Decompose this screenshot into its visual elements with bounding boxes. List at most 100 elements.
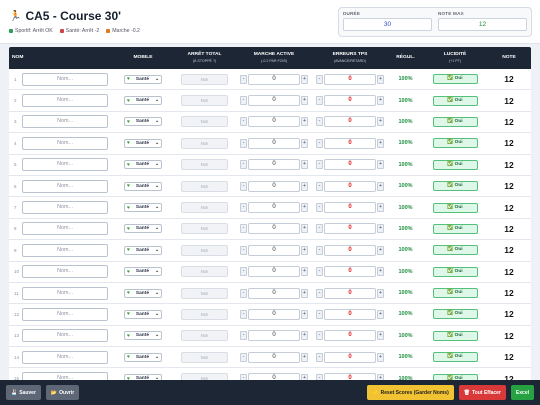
lucidite-toggle[interactable]: ✅ Oui — [432, 202, 478, 213]
erreurs-minus-button[interactable]: - — [316, 331, 323, 341]
erreurs-value[interactable]: 0 — [324, 202, 376, 214]
marche-minus-button[interactable]: - — [240, 267, 247, 277]
erreurs-plus-button[interactable]: + — [377, 203, 384, 213]
marche-value[interactable]: 0 — [248, 287, 300, 299]
marche-minus-button[interactable]: - — [240, 331, 247, 341]
marche-minus-button[interactable]: - — [240, 96, 247, 106]
arret-toggle[interactable]: Non — [181, 95, 228, 107]
marche-plus-button[interactable]: + — [301, 288, 308, 298]
erreurs-value[interactable]: 0 — [324, 266, 376, 278]
arret-toggle[interactable]: Non — [181, 180, 228, 192]
name-input[interactable]: Nom... — [22, 115, 108, 129]
lucidite-toggle[interactable]: ✅ Oui — [432, 159, 478, 170]
marche-plus-button[interactable]: + — [301, 203, 308, 213]
marche-plus-button[interactable]: + — [301, 181, 308, 191]
erreurs-minus-button[interactable]: - — [316, 224, 323, 234]
lucidite-toggle[interactable]: ✅ Oui — [432, 245, 478, 256]
open-button[interactable]: 📂 Ouvrir — [45, 385, 80, 400]
mobile-select[interactable]: ♥ Santé ⌄ — [124, 288, 162, 298]
excel-button[interactable]: Excel — [510, 385, 534, 400]
erreurs-plus-button[interactable]: + — [377, 160, 384, 170]
marche-minus-button[interactable]: - — [240, 160, 247, 170]
erreurs-plus-button[interactable]: + — [377, 331, 384, 341]
marche-minus-button[interactable]: - — [240, 288, 247, 298]
erreurs-plus-button[interactable]: + — [377, 288, 384, 298]
marche-plus-button[interactable]: + — [301, 117, 308, 127]
erreurs-value[interactable]: 0 — [324, 159, 376, 171]
name-input[interactable]: Nom... — [22, 243, 108, 257]
erreurs-plus-button[interactable]: + — [377, 352, 384, 362]
marche-value[interactable]: 0 — [248, 351, 300, 363]
arret-toggle[interactable]: Non — [181, 244, 228, 256]
save-button[interactable]: 💾 Sauver — [6, 385, 41, 400]
mobile-select[interactable]: ♥ Santé ⌄ — [124, 331, 162, 341]
marche-minus-button[interactable]: - — [240, 117, 247, 127]
erreurs-value[interactable]: 0 — [324, 330, 376, 342]
marche-value[interactable]: 0 — [248, 180, 300, 192]
mobile-select[interactable]: ♥ Santé ⌄ — [124, 224, 162, 234]
name-input[interactable]: Nom... — [22, 307, 108, 321]
lucidite-toggle[interactable]: ✅ Oui — [432, 138, 478, 149]
erreurs-plus-button[interactable]: + — [377, 96, 384, 106]
erreurs-minus-button[interactable]: - — [316, 160, 323, 170]
erreurs-value[interactable]: 0 — [324, 180, 376, 192]
marche-value[interactable]: 0 — [248, 95, 300, 107]
lucidite-toggle[interactable]: ✅ Oui — [432, 74, 478, 85]
lucidite-toggle[interactable]: ✅ Oui — [432, 181, 478, 192]
erreurs-minus-button[interactable]: - — [316, 309, 323, 319]
erreurs-minus-button[interactable]: - — [316, 203, 323, 213]
erreurs-minus-button[interactable]: - — [316, 267, 323, 277]
lucidite-toggle[interactable]: ✅ Oui — [432, 330, 478, 341]
lucidite-toggle[interactable]: ✅ Oui — [432, 266, 478, 277]
arret-toggle[interactable]: Non — [181, 116, 228, 128]
erreurs-minus-button[interactable]: - — [316, 288, 323, 298]
erreurs-minus-button[interactable]: - — [316, 96, 323, 106]
arret-toggle[interactable]: Non — [181, 266, 228, 278]
erreurs-value[interactable]: 0 — [324, 223, 376, 235]
arret-toggle[interactable]: Non — [181, 330, 228, 342]
marche-value[interactable]: 0 — [248, 223, 300, 235]
erreurs-value[interactable]: 0 — [324, 308, 376, 320]
marche-plus-button[interactable]: + — [301, 331, 308, 341]
arret-toggle[interactable]: Non — [181, 351, 228, 363]
erreurs-value[interactable]: 0 — [324, 244, 376, 256]
erreurs-minus-button[interactable]: - — [316, 117, 323, 127]
marche-plus-button[interactable]: + — [301, 74, 308, 84]
erreurs-value[interactable]: 0 — [324, 95, 376, 107]
lucidite-toggle[interactable]: ✅ Oui — [432, 223, 478, 234]
marche-plus-button[interactable]: + — [301, 267, 308, 277]
erreurs-plus-button[interactable]: + — [377, 117, 384, 127]
erreurs-plus-button[interactable]: + — [377, 267, 384, 277]
marche-minus-button[interactable]: - — [240, 224, 247, 234]
erreurs-minus-button[interactable]: - — [316, 74, 323, 84]
mobile-select[interactable]: ♥ Santé ⌄ — [124, 309, 162, 319]
mobile-select[interactable]: ♥ Santé ⌄ — [124, 245, 162, 255]
marche-minus-button[interactable]: - — [240, 74, 247, 84]
erreurs-value[interactable]: 0 — [324, 73, 376, 85]
mobile-select[interactable]: ♥ Santé ⌄ — [124, 74, 162, 84]
marche-plus-button[interactable]: + — [301, 224, 308, 234]
erreurs-plus-button[interactable]: + — [377, 74, 384, 84]
marche-minus-button[interactable]: - — [240, 352, 247, 362]
marche-plus-button[interactable]: + — [301, 96, 308, 106]
name-input[interactable]: Nom... — [22, 72, 108, 86]
marche-value[interactable]: 0 — [248, 266, 300, 278]
marche-value[interactable]: 0 — [248, 159, 300, 171]
arret-toggle[interactable]: Non — [181, 223, 228, 235]
erreurs-plus-button[interactable]: + — [377, 224, 384, 234]
marche-value[interactable]: 0 — [248, 73, 300, 85]
arret-toggle[interactable]: Non — [181, 159, 228, 171]
erreurs-plus-button[interactable]: + — [377, 245, 384, 255]
name-input[interactable]: Nom... — [22, 201, 108, 215]
mobile-select[interactable]: ♥ Santé ⌄ — [124, 160, 162, 170]
arret-toggle[interactable]: Non — [181, 73, 228, 85]
lucidite-toggle[interactable]: ✅ Oui — [432, 95, 478, 106]
marche-minus-button[interactable]: - — [240, 245, 247, 255]
erreurs-value[interactable]: 0 — [324, 116, 376, 128]
arret-toggle[interactable]: Non — [181, 308, 228, 320]
clear-all-button[interactable]: 🗑 Tout Effacer — [458, 385, 506, 400]
erreurs-value[interactable]: 0 — [324, 137, 376, 149]
marche-minus-button[interactable]: - — [240, 203, 247, 213]
marche-plus-button[interactable]: + — [301, 352, 308, 362]
note-max-input[interactable]: 12 — [438, 18, 527, 31]
